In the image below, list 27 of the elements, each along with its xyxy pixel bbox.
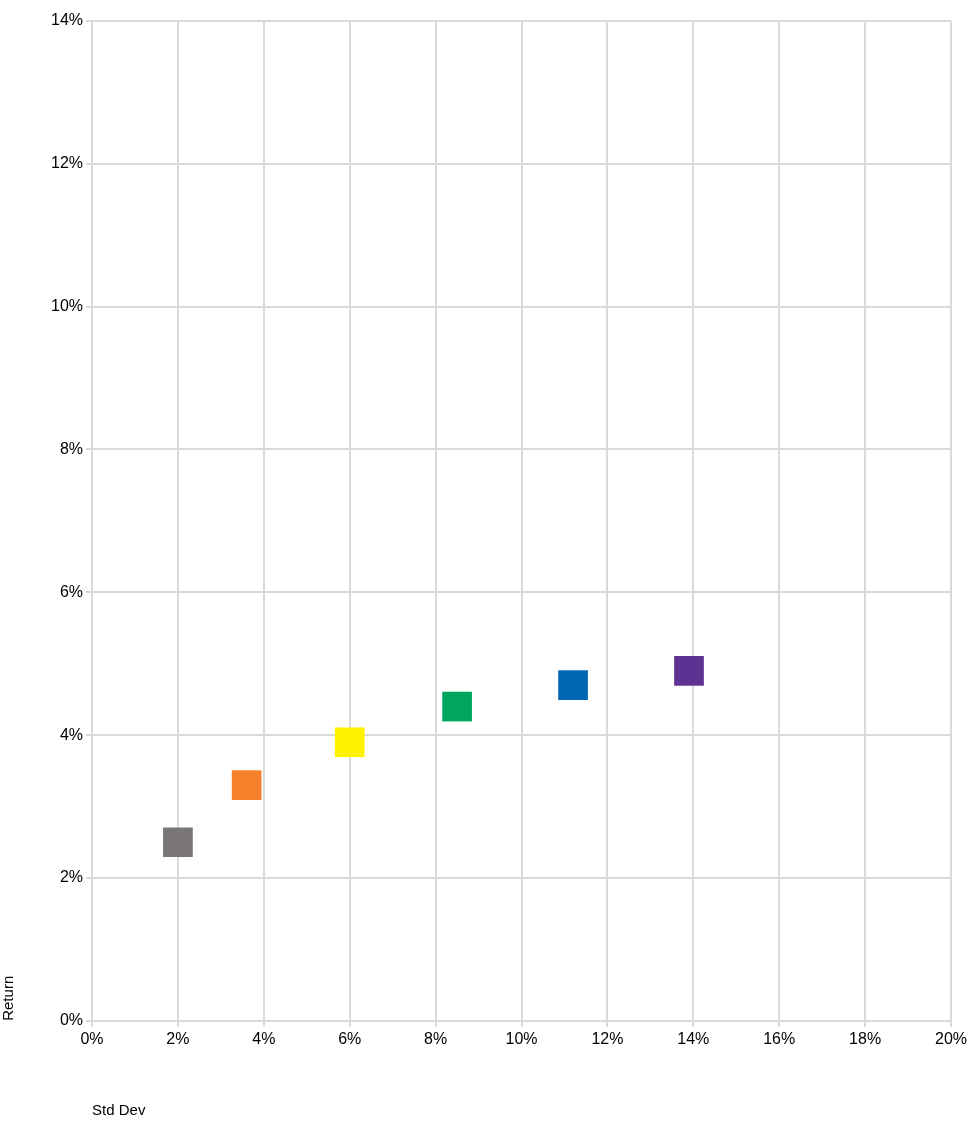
y-tick-label: 2%	[59, 868, 84, 886]
x-tick-label: 10%	[505, 1029, 538, 1047]
point	[442, 691, 472, 722]
y-tick-label: 4%	[59, 725, 84, 743]
x-tick-label: 8%	[424, 1029, 448, 1047]
x-tick-label: 6%	[338, 1029, 362, 1047]
y-tick-label: 10%	[50, 297, 84, 315]
y-tick-label: 6%	[59, 582, 84, 600]
y-tick-label: 12%	[50, 154, 84, 172]
x-tick-label: 14%	[677, 1029, 710, 1047]
y-tick-label: 8%	[59, 439, 84, 457]
x-tick-label: 4%	[252, 1029, 276, 1047]
point	[674, 656, 704, 686]
y-tick-label: 0%	[59, 1011, 84, 1029]
y-tick-label: 14%	[50, 11, 84, 29]
point	[231, 770, 262, 800]
x-tick-label: 20%	[934, 1029, 968, 1047]
x-tick-label: 18%	[849, 1029, 882, 1047]
x-tick-label: 12%	[591, 1029, 624, 1047]
point	[163, 827, 193, 858]
x-axis-title: Std Dev	[92, 1101, 146, 1119]
y-axis-title: Return	[0, 975, 17, 1021]
x-tick-label: 0%	[80, 1029, 104, 1047]
point	[334, 727, 365, 758]
x-tick-label: 16%	[763, 1029, 796, 1047]
x-tick-label: 2%	[166, 1029, 190, 1047]
point	[558, 670, 588, 700]
